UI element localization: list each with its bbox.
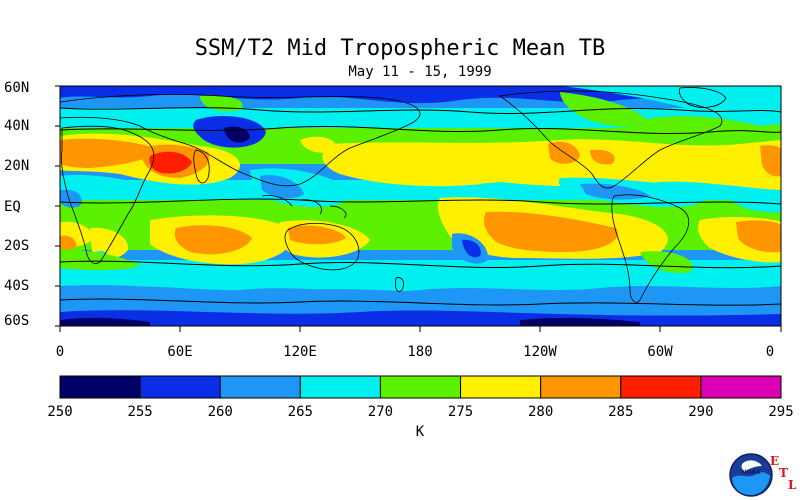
lon-label-0-right: 0 [765,344,775,360]
lat-label-40n: 40N [4,118,30,134]
colorbar-tick-label: 280 [528,404,554,420]
logo-letter-t: T [779,466,788,480]
noaa-etl-logo: NOAA E T L [728,452,798,498]
colorbar-tick-label: 270 [367,404,394,420]
lon-label-180: 180 [407,344,433,360]
colorbar-tick-label: 250 [47,404,73,420]
lat-label-20s: 20S [4,238,30,254]
map-fields [60,86,781,326]
colorbar-tick-label: 290 [688,404,714,420]
colorbar-swatch [59,375,141,399]
chart-title: SSM/T2 Mid Tropospheric Mean TB [194,36,606,61]
india-outline [193,149,210,184]
lat-label-40s: 40S [4,278,30,294]
lon-label-60e: 60E [167,344,193,360]
colorbar-tick-label: 285 [608,404,634,420]
colorbar-swatch [540,375,622,399]
colorbar-tick-label: 260 [207,404,233,420]
south-america-outline [611,194,689,303]
colorbar [59,375,782,399]
africa-outline [61,125,155,264]
lat-label-20n: 20N [4,158,30,174]
colorbar-swatch [299,375,381,399]
australia-outline [284,222,360,271]
noaa-logo-icon: NOAA [729,453,773,497]
north-america-outline [498,90,723,189]
lon-ticks [59,326,782,332]
maritime-continent-outline [261,195,347,219]
lon-label-120w: 120W [523,344,557,360]
colorbar-swatch [620,375,702,399]
greenland-outline [678,87,727,108]
colorbar-tick-label: 265 [287,404,313,420]
new-zealand-outline [395,277,404,292]
colorbar-swatch [700,375,782,399]
colorbar-swatch [219,375,301,399]
colorbar-swatch [379,375,462,399]
eurasia-outline [60,94,421,187]
lon-label-0-left: 0 [55,344,65,360]
chart-subtitle: May 11 - 15, 1999 [348,64,492,80]
colorbar-tick-label: 295 [768,404,794,420]
logo-name: NOAA [741,469,761,476]
colorbar-swatch [460,375,542,399]
lat-label-eq: EQ [4,199,21,215]
lat-label-60n: 60N [4,80,30,96]
logo-letter-e: E [770,454,780,468]
lat-label-60s: 60S [4,313,30,329]
colorbar-tick-label: 255 [127,404,153,420]
lat-ticks [55,85,60,327]
continent-outlines [60,87,727,303]
colorbar-swatch [139,375,221,399]
logo-letter-l: L [788,478,797,492]
lon-label-60w: 60W [647,344,673,360]
lon-label-120e: 120E [283,344,317,360]
colorbar-tick-label: 275 [447,404,474,420]
colorbar-unit: K [415,424,425,440]
